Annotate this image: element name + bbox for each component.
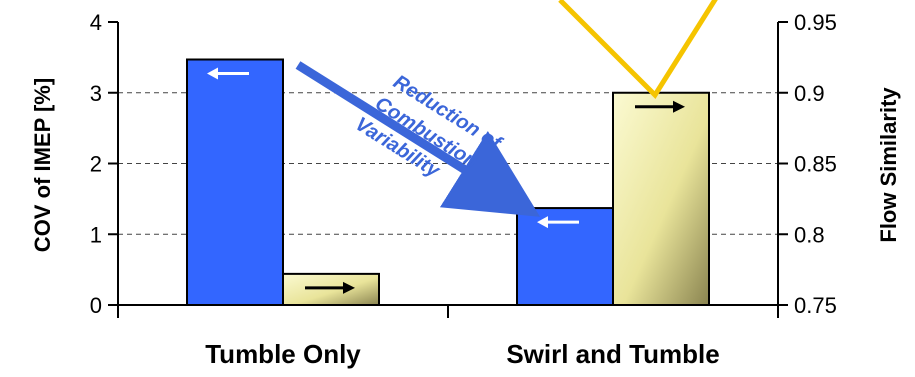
x-category-label: Swirl and Tumble xyxy=(506,339,719,369)
y-right-tick-label: 0.85 xyxy=(794,152,837,177)
right-axis-indicator-arrowhead xyxy=(673,100,685,113)
y-left-tick-label: 1 xyxy=(90,222,102,247)
y-left-tick-label: 0 xyxy=(90,293,102,318)
flow-similarity-line xyxy=(558,0,718,99)
axis-ticks: 0 0.75 1 0.8 2 0.85 3 0.9 4 0.95 xyxy=(90,10,837,318)
bar-flow-similarity xyxy=(612,91,710,306)
left-axis-indicator-arrowhead xyxy=(537,216,548,229)
y-right-tick-label: 0.8 xyxy=(794,222,825,247)
y-right-tick-label: 0.9 xyxy=(794,81,825,106)
right-axis-indicator-arrowhead xyxy=(343,281,355,294)
y-left-tick-label: 3 xyxy=(90,81,102,106)
y-left-title: COV of IMEP [%] xyxy=(30,78,55,252)
reduction-arrow xyxy=(295,61,541,217)
x-category-label: Tumble Only xyxy=(205,339,361,369)
bars xyxy=(186,58,710,307)
bar-flow-similarity xyxy=(282,272,380,306)
y-right-title: Flow Similarity xyxy=(876,87,901,243)
y-left-tick-label: 2 xyxy=(90,152,102,177)
y-right-tick-label: 0.75 xyxy=(794,293,837,318)
y-right-tick-label: 0.95 xyxy=(794,10,837,35)
y-left-tick-label: 4 xyxy=(90,10,102,35)
left-axis-indicator-arrowhead xyxy=(207,67,218,80)
bar-cov-imep xyxy=(186,58,284,307)
